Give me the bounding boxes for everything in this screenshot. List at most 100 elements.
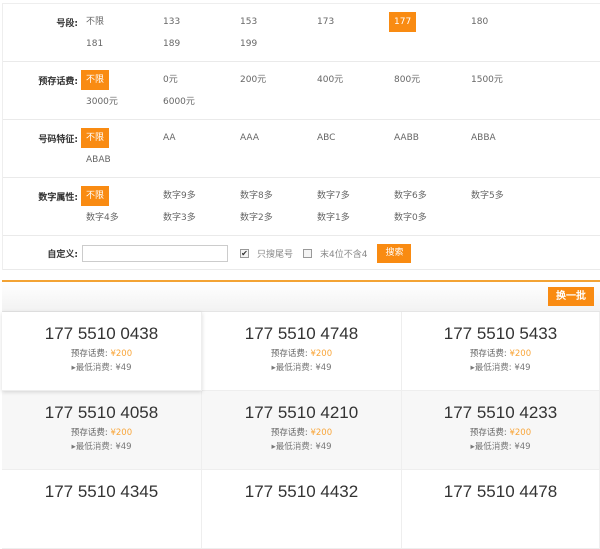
prepay-line: 预存话费: ¥200 [2, 426, 201, 438]
arrow-right-icon: ▸ [470, 442, 475, 452]
filter-option[interactable]: 6000元 [163, 97, 195, 107]
prepay-value: ¥200 [509, 428, 532, 438]
filter-option[interactable]: 数字9多 [163, 191, 196, 201]
filter-option[interactable]: 3000元 [86, 97, 118, 107]
phone-number: 177 5510 4058 [44, 403, 159, 422]
number-card[interactable]: 177 5510 5433 预存话费: ¥200 ▸最低消费: ¥49 [402, 312, 600, 391]
filter-option-cell: AAA [235, 128, 312, 148]
number-card[interactable]: 177 5510 4233 预存话费: ¥200 ▸最低消费: ¥49 [402, 391, 600, 470]
filter-option-cell: 不限 [81, 128, 158, 148]
min-spend-value: ¥49 [315, 442, 332, 452]
phone-number: 177 5510 5433 [443, 324, 558, 343]
prepay-line: 预存话费: ¥200 [202, 347, 401, 359]
filter-option[interactable]: AAA [240, 133, 259, 143]
filter-option-cell: 177 [389, 12, 466, 32]
custom-number-input[interactable] [82, 244, 228, 262]
prepay-label: 预存话费: [270, 428, 308, 438]
filter-option[interactable]: 不限 [81, 186, 110, 206]
min-spend-label: 最低消费: [75, 363, 113, 373]
phone-number: 177 5510 0438 [44, 324, 159, 343]
number-card[interactable]: 177 5510 4058 预存话费: ¥200 ▸最低消费: ¥49 [2, 391, 202, 470]
phone-number: 177 5510 4345 [44, 482, 159, 501]
number-card[interactable]: 177 5510 4478 [402, 470, 600, 549]
filter-option[interactable]: ABC [317, 133, 336, 143]
filter-option[interactable]: 200元 [240, 75, 267, 85]
filter-options: 不限 数字9多 数字8多 数字7多 数字6多 数字5多数字4多 数字3多 数字2多 数字1多 数字… [81, 185, 561, 229]
filter-option[interactable]: 数字3多 [163, 213, 196, 223]
filter-option[interactable]: 177 [389, 12, 417, 32]
refresh-batch-button[interactable]: 换一批 [548, 287, 594, 306]
arrow-right-icon: ▸ [71, 363, 76, 373]
search-button[interactable]: 搜索 [377, 243, 412, 263]
number-card[interactable]: 177 5510 4345 [2, 470, 202, 549]
prepay-value: ¥200 [110, 349, 133, 359]
filter-label: 预存话费: [38, 77, 78, 87]
number-card[interactable]: 177 5510 4748 预存话费: ¥200 ▸最低消费: ¥49 [202, 312, 402, 391]
filter-option[interactable]: 181 [86, 39, 104, 49]
filter-option-cell: 200元 [235, 70, 312, 90]
filter-row: 号段: 不限 133 153 173 177 180 181 189 199 [3, 4, 600, 62]
filter-option[interactable]: 不限 [81, 70, 110, 90]
filter-option[interactable]: 不限 [81, 128, 110, 148]
filter-option-cell: ABC [312, 128, 389, 148]
filter-option-cell: AA [158, 128, 235, 148]
filter-option[interactable]: AA [163, 133, 176, 143]
phone-number: 177 5510 4748 [244, 324, 359, 343]
filter-option-cell: 数字6多 [389, 186, 466, 206]
no-four-checkbox[interactable] [303, 248, 313, 258]
filter-option[interactable]: ABBA [471, 133, 496, 143]
prepay-label: 预存话费: [270, 349, 308, 359]
filter-option[interactable]: 数字5多 [471, 191, 504, 201]
filter-option-cell: 133 [158, 12, 235, 32]
filter-option[interactable]: 数字7多 [317, 191, 350, 201]
min-spend-value: ¥49 [115, 442, 132, 452]
filter-option[interactable]: 数字8多 [240, 191, 273, 201]
filter-option[interactable]: 800元 [394, 75, 421, 85]
min-spend-label: 最低消费: [474, 363, 512, 373]
prepay-label: 预存话费: [70, 428, 108, 438]
prepay-label: 预存话费: [70, 349, 108, 359]
min-spend-label: 最低消费: [275, 363, 313, 373]
phone-number: 177 5510 4432 [244, 482, 359, 501]
number-grid: 177 5510 0438 预存话费: ¥200 ▸最低消费: ¥49 177 551… [2, 312, 600, 549]
filter-option[interactable]: 0元 [163, 75, 178, 85]
prepay-label: 预存话费: [469, 349, 507, 359]
number-card[interactable]: 177 5510 4432 [202, 470, 402, 549]
filter-option[interactable]: AABB [394, 133, 419, 143]
filter-option-cell: 800元 [389, 70, 466, 90]
filter-option[interactable]: 153 [240, 17, 258, 27]
filter-row: 预存话费: 不限 0元 200元 400元 800元 1500元 3000元 6000元 [3, 62, 600, 120]
filter-option[interactable]: 180 [471, 17, 489, 27]
filter-options: 不限 0元 200元 400元 800元 1500元 3000元 6000元 [81, 69, 561, 113]
filter-option[interactable]: 133 [163, 17, 181, 27]
filter-option[interactable]: 400元 [317, 75, 344, 85]
filter-option[interactable]: 189 [163, 39, 181, 49]
filter-option[interactable]: 数字1多 [317, 213, 350, 223]
filter-option[interactable]: 1500元 [471, 75, 503, 85]
filter-option[interactable]: 199 [240, 39, 258, 49]
filter-option[interactable]: 不限 [86, 17, 105, 27]
filter-option[interactable]: 数字4多 [86, 213, 119, 223]
min-spend-value: ¥49 [115, 363, 132, 373]
filter-option-cell: 181 [81, 34, 158, 54]
tail-only-checkbox[interactable]: ✔ [240, 248, 249, 258]
prepay-value: ¥200 [310, 349, 333, 359]
arrow-right-icon: ▸ [271, 442, 276, 452]
no-four-label: 末4位不含4 [320, 249, 368, 260]
filter-option[interactable]: ABAB [86, 155, 111, 165]
number-card[interactable]: 177 5510 0438 预存话费: ¥200 ▸最低消费: ¥49 [2, 312, 202, 391]
filter-option-cell: 数字2多 [235, 208, 312, 228]
phone-number: 177 5510 4478 [443, 482, 558, 501]
filter-option[interactable]: 数字6多 [394, 191, 427, 201]
arrow-right-icon: ▸ [271, 363, 276, 373]
min-spend-value: ¥49 [514, 442, 531, 452]
filter-label: 数字属性: [38, 193, 78, 203]
prepay-label: 预存话费: [469, 428, 507, 438]
min-spend-label: 最低消费: [474, 442, 512, 452]
filter-option-cell: 3000元 [81, 92, 158, 112]
filter-option[interactable]: 数字2多 [240, 213, 273, 223]
prepay-line: 预存话费: ¥200 [202, 426, 401, 438]
filter-option[interactable]: 数字0多 [394, 213, 427, 223]
filter-option[interactable]: 173 [317, 17, 335, 27]
number-card[interactable]: 177 5510 4210 预存话费: ¥200 ▸最低消费: ¥49 [202, 391, 402, 470]
